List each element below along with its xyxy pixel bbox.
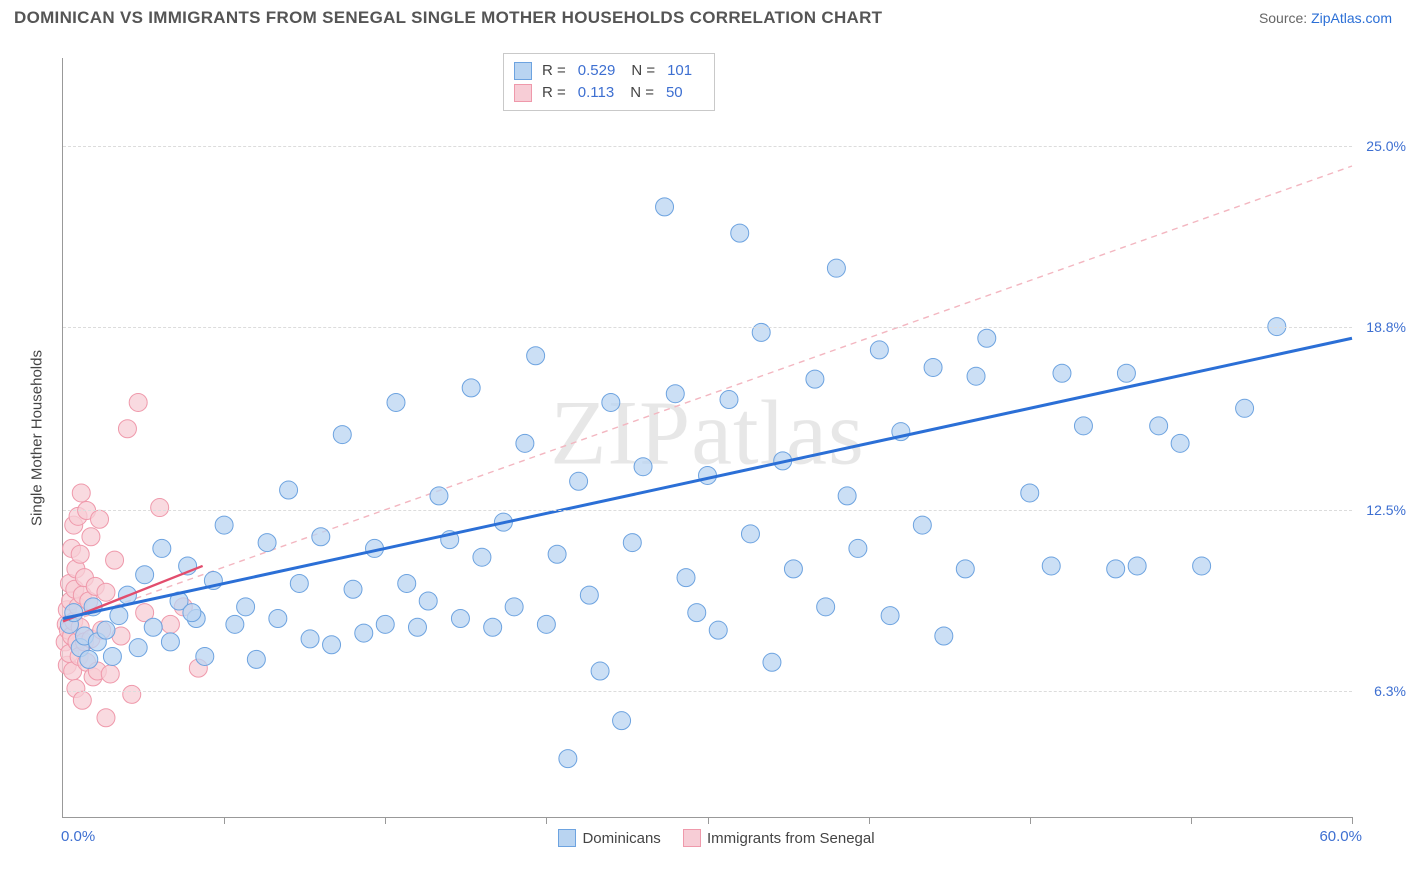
legend-row-1: R = 0.113 N = 50	[514, 82, 698, 104]
plot-area: ZIPatlas Single Mother Households R = 0.…	[62, 58, 1352, 818]
legend-r-label-1: R =	[542, 82, 566, 104]
bottom-swatch-1	[683, 829, 701, 847]
y-tick-label: 18.8%	[1366, 319, 1406, 335]
gridline	[63, 510, 1352, 511]
scatter-svg	[63, 58, 1352, 817]
bottom-label-1: Immigrants from Senegal	[707, 830, 875, 847]
source-link[interactable]: ZipAtlas.com	[1311, 10, 1392, 26]
legend-r-val-0: 0.529	[578, 60, 616, 82]
gridline	[63, 146, 1352, 147]
legend-swatch-0	[514, 62, 532, 80]
correlation-legend: R = 0.529 N = 101 R = 0.113 N = 50	[503, 53, 715, 111]
x-tick	[708, 817, 709, 824]
gridline	[63, 327, 1352, 328]
x-tick	[1030, 817, 1031, 824]
chart-container: ZIPatlas Single Mother Households R = 0.…	[20, 40, 1396, 872]
chart-title: DOMINICAN VS IMMIGRANTS FROM SENEGAL SIN…	[14, 8, 882, 28]
x-tick	[546, 817, 547, 824]
x-tick	[1191, 817, 1192, 824]
gridline	[63, 691, 1352, 692]
x-tick	[1352, 817, 1353, 824]
y-tick-label: 12.5%	[1366, 502, 1406, 518]
legend-r-label-0: R =	[542, 60, 566, 82]
legend-n-label-1: N =	[630, 82, 654, 104]
legend-swatch-1	[514, 84, 532, 102]
x-tick	[385, 817, 386, 824]
x-tick	[224, 817, 225, 824]
legend-n-label-0: N =	[631, 60, 655, 82]
bottom-swatch-0	[558, 829, 576, 847]
legend-row-0: R = 0.529 N = 101	[514, 60, 698, 82]
chart-header: DOMINICAN VS IMMIGRANTS FROM SENEGAL SIN…	[0, 0, 1406, 34]
series-legend: Dominicans Immigrants from Senegal	[63, 829, 1352, 847]
legend-n-val-1: 50	[666, 82, 683, 104]
legend-n-val-0: 101	[667, 60, 692, 82]
y-tick-label: 25.0%	[1366, 138, 1406, 154]
y-tick-label: 6.3%	[1374, 683, 1406, 699]
y-axis-title: Single Mother Households	[29, 350, 46, 526]
bottom-label-0: Dominicans	[582, 830, 660, 847]
source-prefix: Source:	[1259, 10, 1311, 26]
chart-source: Source: ZipAtlas.com	[1259, 10, 1392, 26]
legend-r-val-1: 0.113	[578, 82, 614, 104]
x-tick	[869, 817, 870, 824]
